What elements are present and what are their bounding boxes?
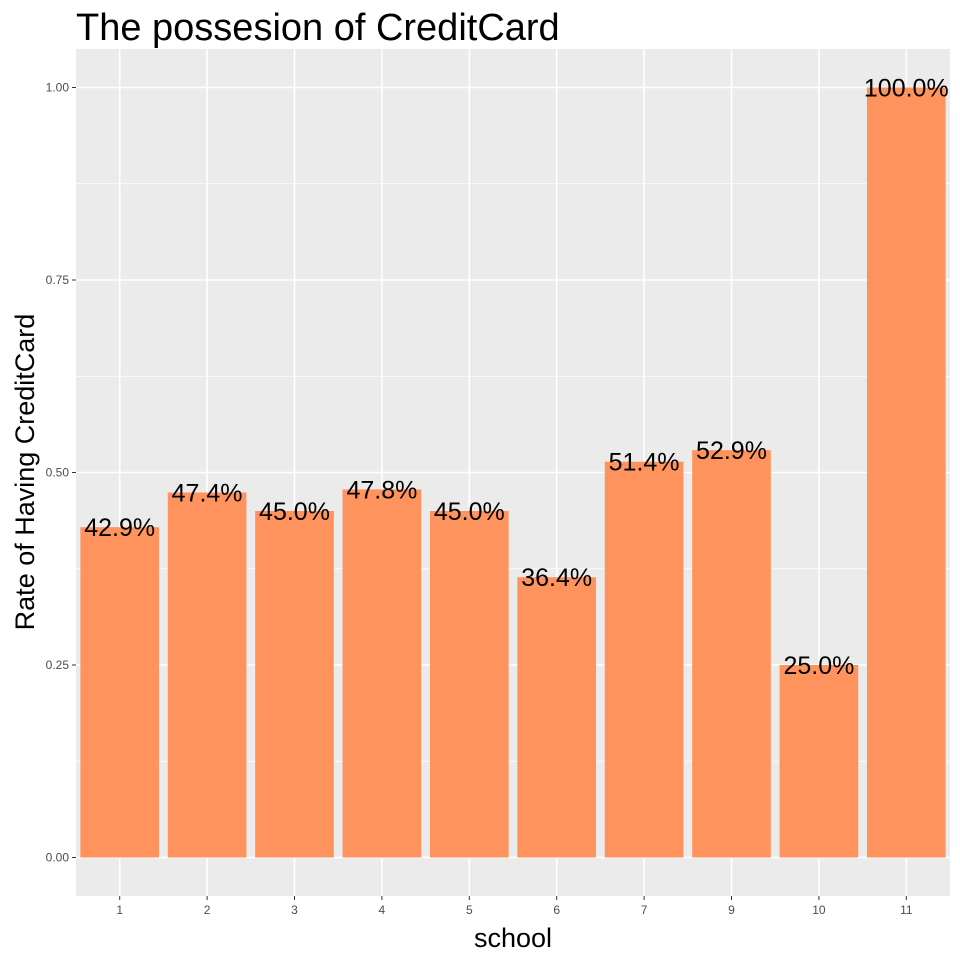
bar-school-7: [604, 461, 684, 858]
data-label: 47.8%: [346, 476, 417, 504]
bar-school-4: [342, 489, 422, 858]
x-tick-label: 11: [900, 903, 913, 917]
data-label: 100.0%: [864, 75, 949, 103]
data-labels: 42.9% 47.4% 45.0% 47.8% 45.0% 36.4% 51.4% 52.9%…: [84, 75, 948, 681]
bar-school-9: [692, 450, 771, 858]
y-tick-label: 0.25: [46, 658, 70, 672]
chart-title: The possesion of CreditCard: [76, 7, 560, 49]
bars: [80, 87, 946, 858]
data-label: 36.4%: [521, 564, 592, 592]
x-tick-label: 7: [641, 903, 648, 917]
y-axis: 0.00 0.25 0.50 0.75 1.00: [46, 81, 76, 865]
x-axis-title: school: [474, 923, 552, 953]
x-tick-label: 5: [466, 903, 473, 917]
y-tick-label: 0.00: [46, 851, 70, 865]
y-axis-title: Rate of Having CreditCard: [10, 314, 40, 631]
data-label: 42.9%: [84, 514, 155, 542]
x-tick-label: 4: [379, 903, 386, 917]
y-tick-label: 1.00: [46, 81, 70, 95]
data-label: 45.0%: [259, 498, 330, 526]
data-label: 47.4%: [172, 480, 243, 508]
x-tick-label: 3: [291, 903, 298, 917]
x-axis: 1 2 3 4 5 6 7 9 10 11: [116, 896, 913, 917]
x-tick-label: 9: [728, 903, 735, 917]
bar-school-10: [779, 665, 859, 858]
data-label: 25.0%: [783, 652, 854, 680]
x-tick-label: 10: [812, 903, 826, 917]
data-label: 45.0%: [434, 498, 505, 526]
bar-school-3: [255, 511, 334, 858]
x-tick-label: 6: [553, 903, 560, 917]
bar-school-2: [167, 492, 247, 858]
data-label: 52.9%: [696, 437, 767, 465]
data-label: 51.4%: [609, 449, 680, 477]
bar-school-1: [80, 527, 160, 858]
x-tick-label: 2: [204, 903, 211, 917]
bar-school-11: [866, 87, 946, 858]
bar-school-5: [429, 511, 509, 858]
y-tick-label: 0.75: [46, 273, 70, 287]
bar-school-6: [517, 577, 597, 858]
x-tick-label: 1: [116, 903, 123, 917]
y-tick-label: 0.50: [46, 466, 70, 480]
